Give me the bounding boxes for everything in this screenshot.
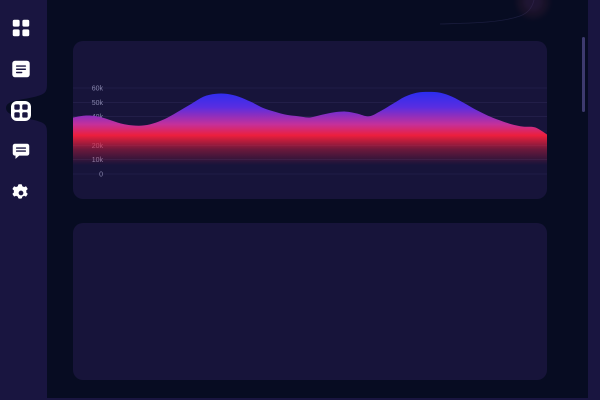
svg-text:60k: 60k	[92, 86, 104, 93]
svg-text:50k: 50k	[92, 100, 104, 107]
